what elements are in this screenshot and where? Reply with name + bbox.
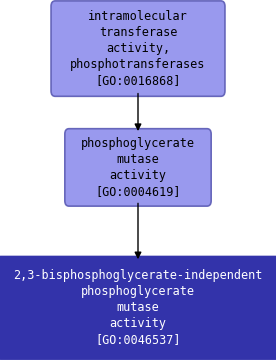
Text: intramolecular
transferase
activity,
phosphotransferases
[GO:0016868]: intramolecular transferase activity, pho…	[70, 10, 206, 87]
FancyBboxPatch shape	[0, 256, 276, 359]
Text: 2,3-bisphosphoglycerate-independent
phosphoglycerate
mutase
activity
[GO:0046537: 2,3-bisphosphoglycerate-independent phos…	[13, 269, 263, 346]
FancyBboxPatch shape	[65, 129, 211, 206]
Text: phosphoglycerate
mutase
activity
[GO:0004619]: phosphoglycerate mutase activity [GO:000…	[81, 137, 195, 198]
FancyBboxPatch shape	[51, 1, 225, 96]
